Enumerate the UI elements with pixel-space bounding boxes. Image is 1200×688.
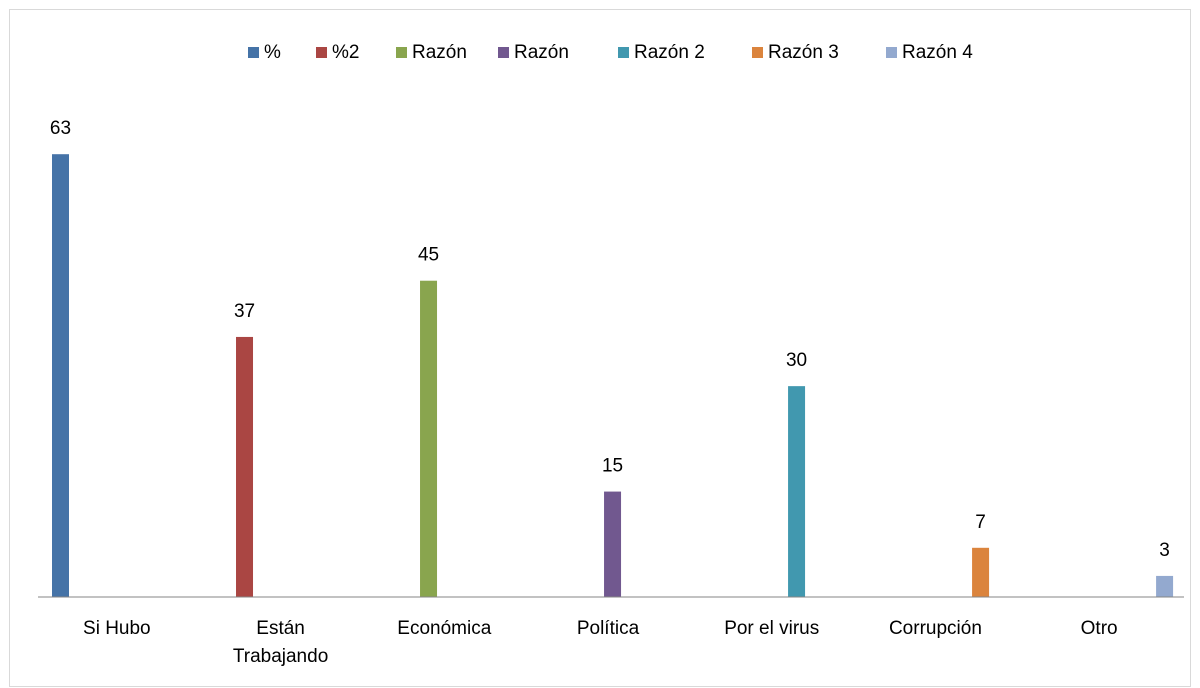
bar — [236, 336, 254, 597]
bar — [420, 280, 438, 597]
legend-swatch — [316, 47, 327, 58]
data-label: 45 — [418, 245, 439, 266]
data-label: 3 — [1159, 540, 1170, 561]
legend-label: Razón — [412, 42, 467, 63]
legend-label: %2 — [332, 42, 359, 63]
data-label: 15 — [602, 456, 623, 477]
legend-swatch — [886, 47, 897, 58]
x-tick-label: Política — [576, 618, 640, 639]
legend-swatch — [498, 47, 509, 58]
bar — [604, 491, 622, 597]
x-tick-label: Otro — [1080, 618, 1118, 639]
legend-swatch — [752, 47, 763, 58]
data-label: 30 — [786, 350, 807, 371]
legend-swatch — [248, 47, 259, 58]
x-tick-label: Si Hubo — [83, 618, 151, 639]
legend-label: Razón 3 — [768, 42, 839, 63]
legend-swatch — [396, 47, 407, 58]
x-tick-label: Por el virus — [724, 618, 820, 639]
bar — [972, 547, 990, 597]
data-label: 63 — [50, 118, 71, 139]
bar — [52, 154, 69, 597]
chart-border — [9, 9, 1191, 687]
data-label: 7 — [975, 512, 986, 533]
x-tick-label: Están Trabajando — [232, 618, 329, 667]
legend-label: % — [264, 42, 281, 63]
x-tick-label: Económica — [397, 618, 492, 639]
legend-label: Razón 2 — [634, 42, 705, 63]
legend-swatch — [618, 47, 629, 58]
bar — [788, 386, 806, 597]
x-tick-label: Corrupción — [888, 618, 982, 639]
bar — [1156, 575, 1174, 597]
legend-label: Razón — [514, 42, 569, 63]
data-label: 37 — [234, 301, 255, 322]
legend-label: Razón 4 — [902, 42, 973, 63]
